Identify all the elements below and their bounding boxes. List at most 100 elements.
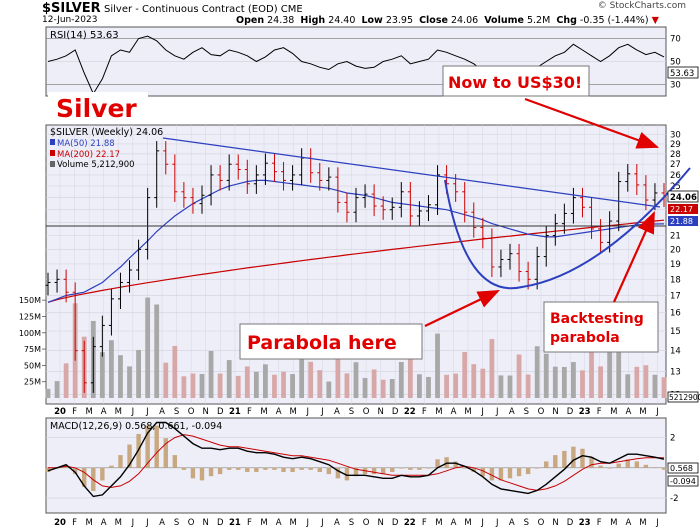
macd-histogram-bar xyxy=(462,467,467,469)
macd-histogram-bar xyxy=(181,467,187,470)
macd-histogram-bar xyxy=(435,459,440,468)
macd-histogram-bar xyxy=(616,463,621,468)
price-tick-label: 18 xyxy=(670,275,681,285)
rsi-line xyxy=(47,35,665,95)
x-axis-label: J xyxy=(145,518,149,528)
macd-histogram-bar xyxy=(571,446,576,468)
symbol-label: $SILVER xyxy=(42,1,101,16)
macd-histogram-bar xyxy=(72,467,78,475)
x-axis-label: M xyxy=(435,518,442,528)
price-tick-label: 14 xyxy=(670,347,681,357)
macd-x-axis: 20 F M A M J J A S O N D 21 F M A M J J A S O N D 22 F M A M J J A S O N D 2… xyxy=(54,518,659,528)
volume-bar xyxy=(299,359,305,398)
price-tick-label: 21 xyxy=(670,232,681,242)
macd-histogram-bar xyxy=(118,455,123,468)
macd-last-box xyxy=(667,462,699,474)
volume-bar xyxy=(643,365,649,398)
macd-histogram-bar xyxy=(154,425,159,468)
ma200-legend: MA(200) 22.17 xyxy=(57,150,120,160)
rsi-last-label: 53.63 xyxy=(670,69,694,79)
x-axis-label: M xyxy=(260,407,267,417)
backtest-callout-line1: Backtesting xyxy=(550,311,644,327)
volume-bar xyxy=(489,339,495,398)
rsi-last-box xyxy=(667,66,699,79)
macd-histogram-bar xyxy=(471,467,476,472)
macd-line xyxy=(47,421,665,498)
parabola-arrow xyxy=(424,290,500,327)
x-axis-label: J xyxy=(480,407,484,417)
volume-bar xyxy=(661,377,667,398)
x-axis-label: N xyxy=(552,407,558,417)
x-axis-label: J xyxy=(655,407,659,417)
macd-histogram-bar xyxy=(353,467,359,477)
volume-bar xyxy=(444,374,449,398)
x-axis-label: A xyxy=(509,518,515,528)
volume-bar xyxy=(99,352,105,398)
x-axis-label: 20 xyxy=(54,518,66,528)
macd-histogram-bar xyxy=(380,467,386,475)
x-axis-label: A xyxy=(276,518,282,528)
stockcharts-logo: © StockCharts.com xyxy=(597,1,686,11)
macd-histogram-bar xyxy=(625,459,630,468)
macd-histogram-bar xyxy=(399,467,404,469)
x-axis-label: A xyxy=(334,407,340,417)
annotation-parabola: Parabola here xyxy=(239,290,500,360)
x-axis-label: F xyxy=(422,518,427,528)
volume-bar xyxy=(154,304,160,398)
macd-histogram-bar xyxy=(371,467,377,475)
volume-bar xyxy=(344,373,350,398)
macd-histogram-bar xyxy=(335,467,341,479)
x-axis-label: J xyxy=(305,407,309,417)
macd-histogram-bar xyxy=(145,425,150,468)
date-label: 12-Jun-2023 xyxy=(42,15,98,25)
x-axis-label: D xyxy=(567,518,574,528)
macd-histogram-bar xyxy=(254,467,259,472)
macd-histogram-bar xyxy=(236,467,241,470)
macd-histogram-bar xyxy=(245,467,250,472)
ma50-legend: MA(50) 21.88 xyxy=(57,139,115,149)
macd-histogram-bar xyxy=(45,467,51,472)
volume-bar xyxy=(326,381,332,398)
volume-bar xyxy=(181,376,187,398)
x-axis-label: D xyxy=(217,407,224,417)
x-axis-label: N xyxy=(377,518,383,528)
backtest-callout-box xyxy=(543,301,659,353)
volume-bar xyxy=(598,366,603,398)
x-axis-label: J xyxy=(495,518,499,528)
volume-bar xyxy=(217,373,223,398)
volume-tick-label: 125M xyxy=(19,312,41,321)
macd-hist-last-box xyxy=(667,475,699,487)
x-axis-label: N xyxy=(552,518,558,528)
price-tick-label: 17 xyxy=(670,292,681,302)
ma200-swatch xyxy=(50,150,55,156)
x-axis-label: 22 xyxy=(404,518,416,528)
volume-bar xyxy=(362,377,368,398)
silver-title: Silver xyxy=(56,94,137,123)
x-axis-label: 22 xyxy=(404,407,416,417)
rsi-legend: RSI(14) 53.63 xyxy=(50,30,119,41)
backtest-arrow xyxy=(612,210,656,303)
macd-histogram-bar xyxy=(562,450,567,468)
macd-histogram-bar xyxy=(516,467,522,477)
price-tick-label: 29 xyxy=(670,140,681,150)
rsi-axis: 30 50 70 xyxy=(670,35,681,91)
x-axis-label: A xyxy=(101,407,107,417)
volume-bar xyxy=(407,347,413,398)
price-legend: $SILVER (Weekly) 24.06 xyxy=(50,127,163,138)
macd-histogram-bar xyxy=(634,461,640,468)
x-axis-label: S xyxy=(524,407,529,417)
rsi-tick-label: 70 xyxy=(670,35,681,45)
x-axis-label: N xyxy=(203,518,209,528)
x-axis-label: O xyxy=(188,518,195,528)
volume-tick-label: 75M xyxy=(24,345,41,354)
macd-histogram-bar xyxy=(308,467,313,470)
parabola-callout-box xyxy=(239,323,423,360)
volume-tick-label: 25M xyxy=(24,378,41,387)
quote-summary: Open 24.38 High 24.40 Low 23.95 Close 24… xyxy=(236,15,659,26)
chart-header: $SILVER Silver - Continuous Contract (EO… xyxy=(0,0,700,26)
volume-bar xyxy=(190,373,196,398)
x-axis-label: A xyxy=(625,518,631,528)
volume-bar xyxy=(45,388,51,398)
macd-histogram-bar xyxy=(553,455,558,468)
x-axis-label: A xyxy=(334,518,340,528)
